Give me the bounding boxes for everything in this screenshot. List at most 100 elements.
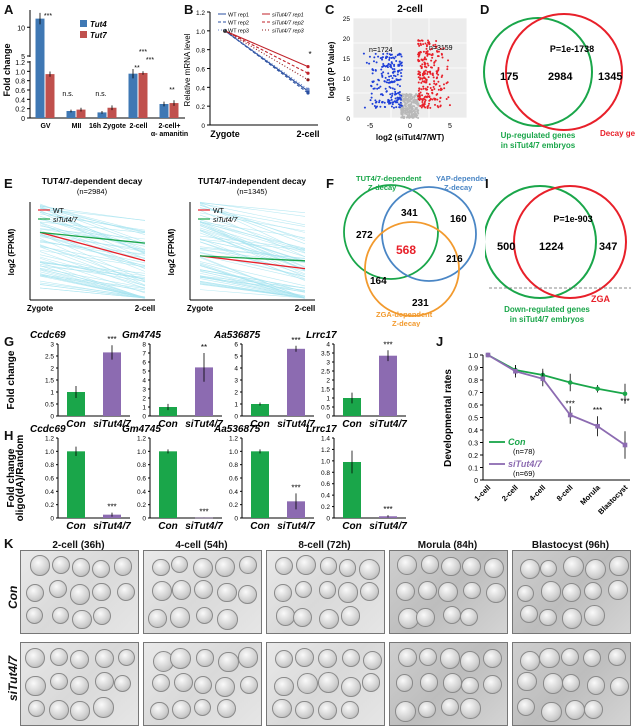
e-gene-line (39, 210, 146, 254)
k-embryo (194, 698, 212, 717)
c-point-ns (406, 111, 409, 114)
a-y-tick-label: 0.6 (15, 88, 25, 95)
a-legend-swatch (80, 31, 87, 38)
c-point-ns (412, 100, 415, 103)
c-point-ns (402, 95, 405, 98)
g-y-tick-label: 0 (50, 414, 54, 421)
g-y-tick-label: 3 (326, 360, 330, 367)
a-x-tick-label: 2-cell+ (159, 123, 181, 130)
g-bar (343, 398, 361, 416)
h-y-tick-label: 1.2 (229, 436, 238, 443)
panel-label-i: I (485, 176, 489, 191)
c-point-down (370, 84, 373, 87)
b-y-tick-label: 0.2 (196, 104, 205, 111)
e-gene-line (199, 246, 306, 260)
a-bar (97, 112, 107, 118)
h-y-tick-label: 0.2 (321, 504, 330, 511)
c-point-down (400, 75, 403, 78)
k-embryo (395, 674, 414, 692)
c-point-down (384, 87, 387, 90)
c-point-up (421, 63, 424, 66)
e-gene-line (39, 224, 146, 262)
k-embryo (170, 648, 191, 669)
c-count-up: n=3159 (429, 45, 453, 52)
c-point-ns (417, 109, 420, 112)
c-point-up (439, 47, 442, 50)
c-point-down (398, 53, 401, 56)
c-point-up (448, 104, 451, 107)
venn-i-label-green2: in siTut4/7 embryos (510, 315, 585, 324)
h-x-tick-label: Con (342, 521, 361, 532)
c-point-up (425, 47, 428, 50)
c-point-up (446, 65, 449, 68)
c-point-ns (402, 109, 405, 112)
g-y-tick-label: 3 (142, 387, 146, 394)
c-point-down (383, 64, 386, 67)
e-gene-line (39, 238, 146, 286)
k-embryo (561, 608, 582, 629)
c-point-up (446, 68, 449, 71)
c-point-down (381, 100, 384, 103)
b-point (306, 71, 310, 75)
c-point-up (423, 61, 426, 64)
c-point-up (422, 50, 425, 53)
c-point-ns (412, 109, 415, 112)
c-point-down (389, 102, 392, 105)
j-legend-label: Con (508, 437, 526, 447)
k-embryo (25, 607, 44, 625)
h-significance: *** (291, 483, 300, 492)
k-embryo (583, 581, 603, 601)
h-significance: *** (199, 508, 208, 517)
j-y-tick-label: 0.7 (468, 391, 478, 398)
venn-i-green-circle (485, 185, 597, 299)
k-embryo (195, 606, 214, 625)
k-embryo (319, 608, 340, 629)
c-point-down (400, 68, 403, 71)
k-embryo (51, 555, 71, 575)
b-legend-label: WT rep3 (228, 29, 249, 35)
g-x-tick-label: siTut4/7 (93, 419, 131, 430)
g-bar (195, 367, 213, 416)
b-point (306, 87, 310, 91)
c-point-up (419, 51, 422, 54)
a-significance: *** (146, 57, 154, 64)
c-point-up (427, 39, 430, 42)
j-legend-label: siTut4/7 (508, 459, 543, 469)
c-point-down (395, 59, 398, 62)
k-embryo (317, 648, 337, 668)
k-embryo (117, 648, 135, 667)
g-y-tick-label: 2 (50, 366, 54, 373)
venn-f-label-orange1: ZGA-dependent (376, 310, 433, 319)
k-embryo (94, 672, 114, 691)
c-y-tick-label: 25 (343, 16, 351, 23)
c-point-up (423, 56, 426, 59)
k-embryo (562, 582, 582, 602)
c-point-up (424, 69, 427, 72)
g-x-tick-label: Con (158, 419, 177, 430)
e-gene-line (39, 254, 146, 280)
b-point (306, 65, 310, 69)
j-x-tick-label: 4-cell (527, 483, 547, 503)
b-y-tick-label: 0.4 (196, 85, 205, 92)
j-series-line (487, 354, 626, 395)
c-point-down (396, 83, 399, 86)
c-point-up (434, 43, 437, 46)
g-y-tick-label: 3 (50, 342, 54, 349)
h-gene-title: Gm4745 (122, 424, 161, 435)
c-point-up (423, 58, 426, 61)
k-embryo (25, 583, 44, 602)
c-point-down (390, 105, 393, 108)
k-embryo (171, 580, 192, 601)
j-point (513, 368, 518, 374)
j-y-tick-label: 0.8 (468, 378, 478, 385)
k-embryo (542, 673, 563, 694)
a-y-tick-label: 0.4 (15, 97, 25, 104)
c-point-down (383, 101, 386, 104)
k-embryo (25, 648, 46, 669)
h-y-tick-label: 0.4 (45, 489, 54, 496)
c-point-down (376, 87, 379, 90)
c-point-up (418, 92, 421, 95)
k-embryo (152, 673, 171, 692)
c-point-up (446, 81, 449, 84)
